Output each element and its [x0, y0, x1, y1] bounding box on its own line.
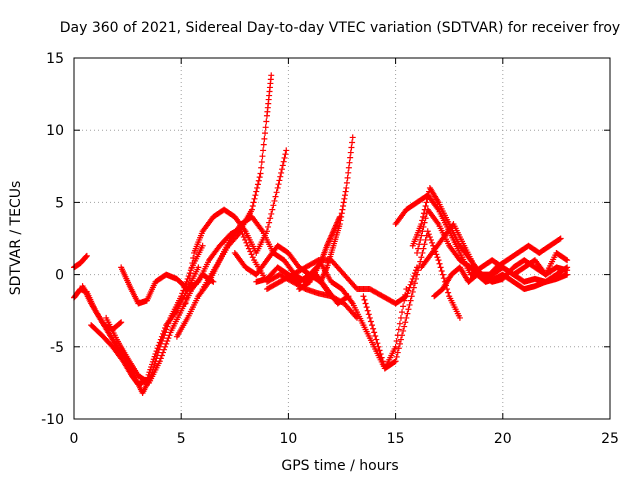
y-tick-label: 15 [46, 51, 64, 67]
series-markers [182, 147, 290, 307]
x-tick-label: 15 [387, 431, 405, 447]
x-tick-label: 0 [70, 431, 79, 447]
y-tick-label: 5 [55, 195, 64, 211]
series-arc-8 [182, 147, 290, 307]
series-markers [296, 213, 343, 293]
series-arc-19 [418, 221, 564, 282]
chart-title: Day 360 of 2021, Sidereal Day-to-day VTE… [60, 20, 620, 36]
series-markers [418, 221, 564, 282]
series-arc-13 [317, 134, 356, 285]
x-tick-label: 25 [601, 431, 619, 447]
series-markers [360, 228, 463, 372]
series-markers [103, 271, 217, 386]
y-tick-label: 0 [55, 268, 64, 284]
series-arc-20 [431, 264, 571, 300]
plot-series [71, 72, 571, 397]
series-markers [71, 286, 125, 333]
x-tick-label: 20 [494, 431, 512, 447]
series-markers [409, 184, 571, 285]
series-markers [431, 264, 571, 300]
axis-ticks: 0 5 10 15 20 25 -10 -5 0 5 10 15 [41, 51, 619, 447]
x-axis-label: GPS time / hours [281, 458, 398, 474]
series-arc-14 [296, 213, 343, 293]
x-tick-label: 10 [279, 431, 297, 447]
y-tick-label: -5 [50, 340, 64, 356]
y-axis-label: SDTVAR / TECUs [8, 181, 24, 296]
y-tick-label: -10 [41, 412, 64, 428]
series-arc-5 [103, 271, 217, 386]
series-arc-15 [360, 228, 463, 372]
y-tick-label: 10 [46, 123, 64, 139]
series-arc-12 [263, 257, 421, 307]
series-markers [263, 257, 421, 307]
plot-frame [73, 57, 611, 420]
series-arc-2 [71, 286, 125, 333]
series-markers [317, 134, 356, 285]
x-tick-label: 5 [177, 431, 186, 447]
series-arc-17 [409, 184, 571, 285]
